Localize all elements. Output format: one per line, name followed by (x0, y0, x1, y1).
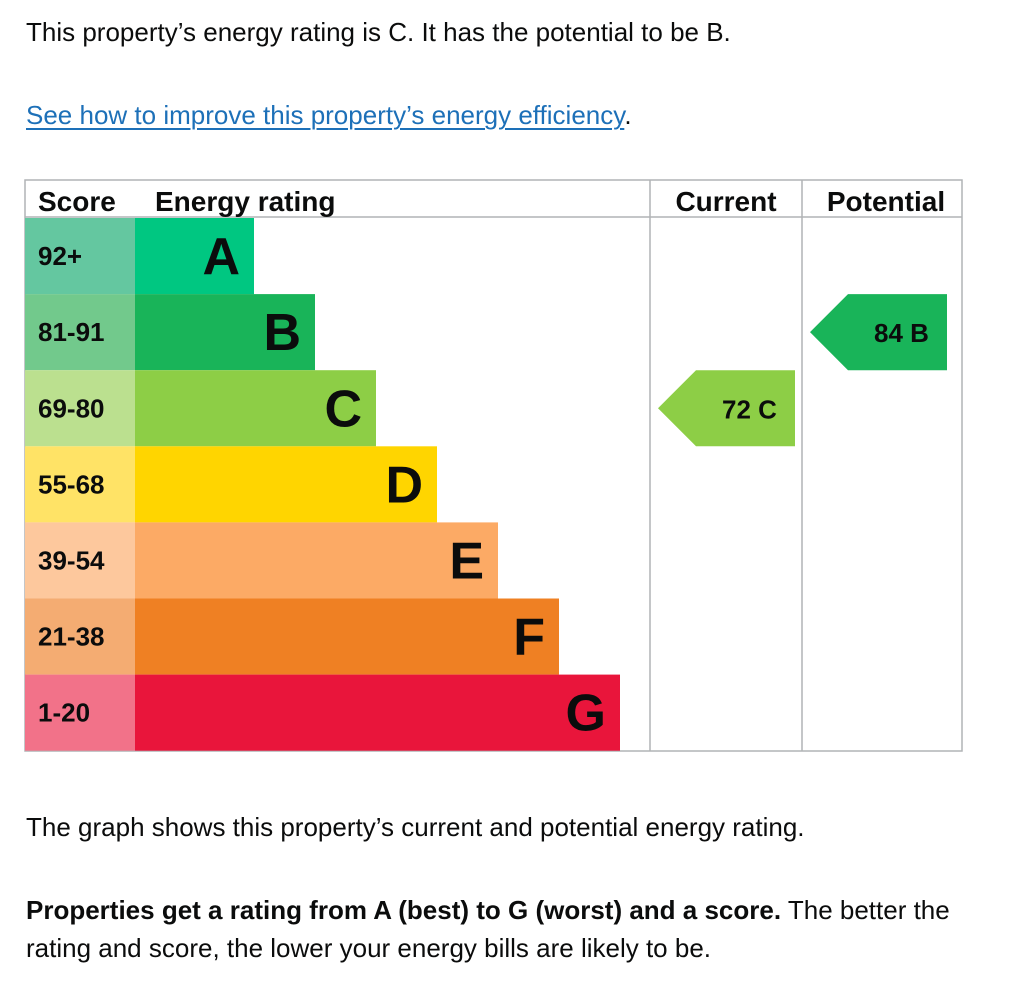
graph-explanation: The graph shows this property’s current … (26, 812, 805, 842)
band-bar-b (135, 294, 315, 371)
band-letter-g: G (566, 685, 606, 743)
header-score: Score (38, 186, 116, 217)
header-potential: Potential (827, 186, 945, 217)
band-bar-c (135, 370, 376, 447)
score-label-c: 69-80 (38, 393, 105, 423)
link-suffix: . (624, 100, 632, 130)
arrows-layer: 72 C 84 B (658, 294, 947, 447)
potential-arrow-label: 84 B (874, 318, 929, 348)
header-current: Current (675, 186, 776, 217)
band-letter-c: C (324, 380, 362, 438)
band-bar-a (135, 218, 254, 295)
score-cell-g (25, 674, 135, 751)
score-cell-c (25, 370, 135, 447)
score-label-b: 81-91 (38, 317, 105, 347)
band-bar-e (135, 522, 498, 599)
properties-rest-text: The better the rating and score, the low… (26, 895, 950, 963)
score-cell-d (25, 446, 135, 523)
band-bar-f (135, 598, 559, 675)
score-cell-b (25, 294, 135, 371)
band-letter-f: F (513, 609, 545, 667)
score-cell-e (25, 522, 135, 599)
band-bar-g (135, 674, 620, 751)
properties-explanation: Properties get a rating from A (best) to… (26, 891, 996, 967)
score-label-f: 21-38 (38, 622, 105, 652)
band-bar-d (135, 446, 437, 523)
score-label-a: 92+ (38, 241, 82, 271)
intro-text: This property’s energy rating is C. It h… (26, 17, 731, 47)
header-energy-rating: Energy rating (155, 186, 335, 217)
score-cell-f (25, 598, 135, 675)
band-letter-d: D (385, 456, 423, 514)
improve-efficiency-link[interactable]: See how to improve this property’s energ… (26, 100, 625, 130)
current-arrow-label: 72 C (722, 394, 777, 424)
score-cell-a (25, 218, 135, 295)
potential-arrow (810, 294, 947, 371)
bands-layer: 92+ A 81-91 B 69-80 C 55-68 D 39-54 E 21-38 F 1-20 G (25, 218, 620, 751)
band-letter-e: E (449, 532, 484, 590)
improve-paragraph: See how to improve this property’s energ… (26, 96, 632, 134)
properties-bold-text: Properties get a rating from A (best) to… (26, 895, 782, 925)
score-label-d: 55-68 (38, 469, 105, 499)
current-arrow (658, 370, 795, 447)
band-letter-a: A (202, 228, 240, 286)
score-label-e: 39-54 (38, 545, 105, 575)
score-label-g: 1-20 (38, 698, 90, 728)
band-letter-b: B (263, 304, 301, 362)
